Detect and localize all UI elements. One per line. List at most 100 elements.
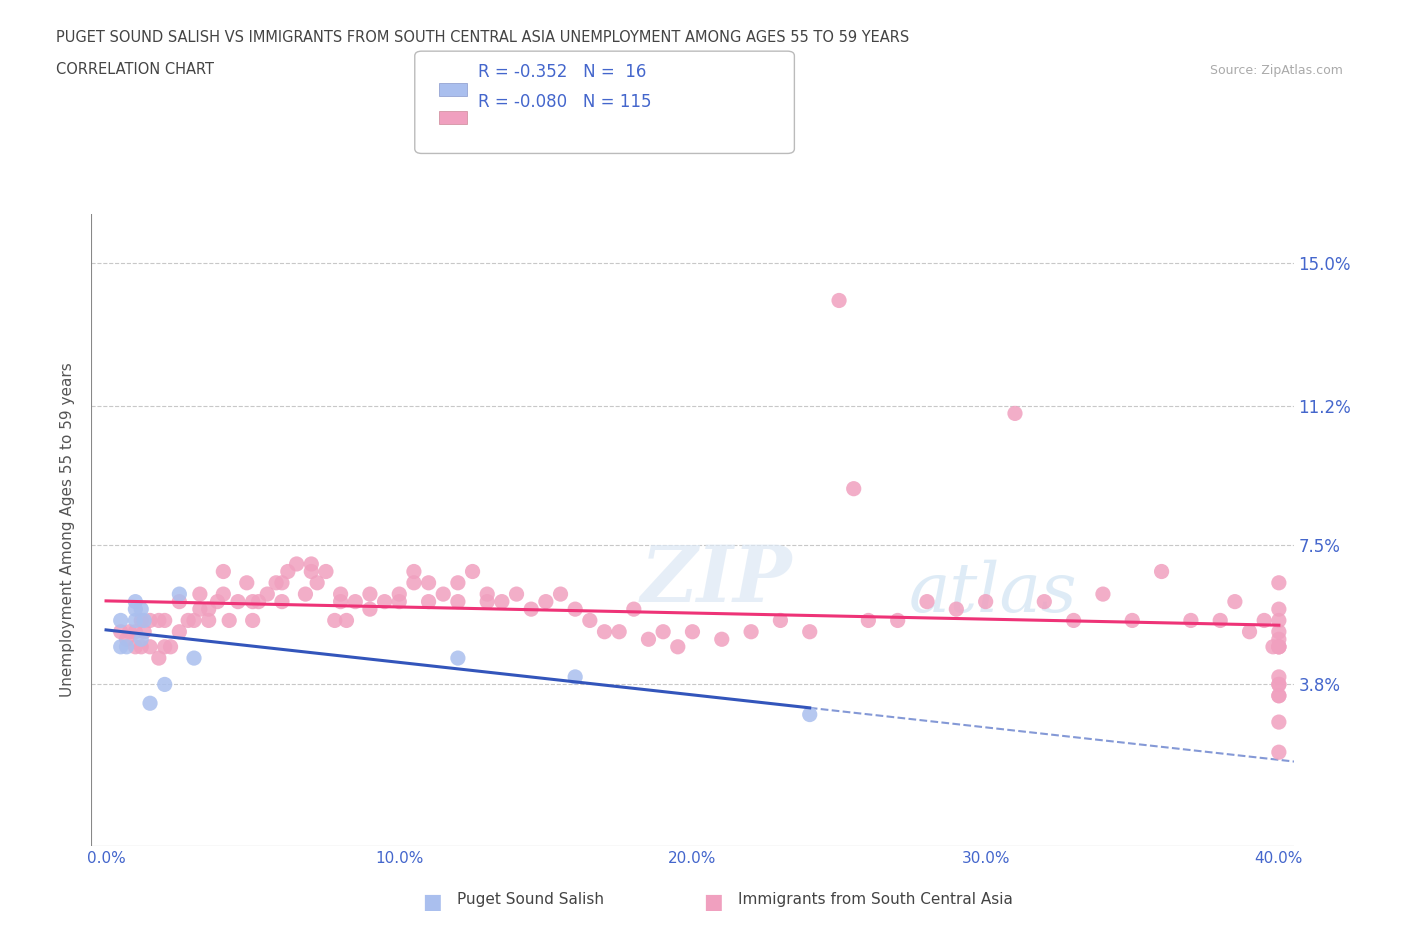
Point bbox=[1091, 587, 1114, 602]
Point bbox=[329, 587, 352, 602]
Point bbox=[447, 576, 470, 591]
Point bbox=[1268, 631, 1291, 646]
Point bbox=[432, 587, 454, 602]
Point bbox=[344, 594, 367, 609]
Point bbox=[550, 587, 572, 602]
Text: CORRELATION CHART: CORRELATION CHART bbox=[56, 62, 214, 77]
Point bbox=[271, 576, 294, 591]
Point bbox=[242, 613, 264, 628]
Point bbox=[242, 594, 264, 609]
Point bbox=[1004, 406, 1026, 421]
Point bbox=[169, 624, 191, 639]
Point bbox=[1033, 594, 1056, 609]
Point bbox=[153, 639, 176, 654]
Point bbox=[388, 587, 411, 602]
Point bbox=[1268, 670, 1291, 684]
Point bbox=[1268, 613, 1291, 628]
Point bbox=[1150, 565, 1173, 579]
Point bbox=[139, 613, 162, 628]
Point bbox=[134, 613, 156, 628]
Point bbox=[799, 624, 821, 639]
Point bbox=[207, 594, 229, 609]
Point bbox=[520, 602, 543, 617]
Point bbox=[858, 613, 880, 628]
Point bbox=[1268, 639, 1291, 654]
Point bbox=[1268, 576, 1291, 591]
Point bbox=[477, 587, 499, 602]
Text: ZIP: ZIP bbox=[641, 542, 793, 619]
Point bbox=[169, 587, 191, 602]
Point bbox=[226, 594, 249, 609]
Point bbox=[188, 587, 211, 602]
Point bbox=[1121, 613, 1143, 628]
Point bbox=[1063, 613, 1085, 628]
Point bbox=[915, 594, 938, 609]
Point bbox=[1268, 688, 1291, 703]
Point bbox=[1268, 677, 1291, 692]
Point bbox=[607, 624, 630, 639]
Point bbox=[974, 594, 997, 609]
Point bbox=[335, 613, 357, 628]
Point bbox=[285, 556, 308, 571]
Point bbox=[110, 639, 132, 654]
Point bbox=[177, 613, 200, 628]
Point bbox=[1261, 639, 1284, 654]
Point bbox=[505, 587, 527, 602]
Y-axis label: Unemployment Among Ages 55 to 59 years: Unemployment Among Ages 55 to 59 years bbox=[60, 363, 76, 698]
Point bbox=[418, 576, 440, 591]
Point bbox=[740, 624, 762, 639]
Point bbox=[115, 639, 138, 654]
Point bbox=[359, 602, 381, 617]
Text: Immigrants from South Central Asia: Immigrants from South Central Asia bbox=[738, 892, 1014, 907]
Text: PUGET SOUND SALISH VS IMMIGRANTS FROM SOUTH CENTRAL ASIA UNEMPLOYMENT AMONG AGES: PUGET SOUND SALISH VS IMMIGRANTS FROM SO… bbox=[56, 30, 910, 45]
Point bbox=[769, 613, 792, 628]
Point bbox=[188, 602, 211, 617]
Point bbox=[652, 624, 675, 639]
Point bbox=[1223, 594, 1246, 609]
Point bbox=[1253, 613, 1275, 628]
Point bbox=[666, 639, 689, 654]
Point bbox=[129, 602, 152, 617]
Point bbox=[153, 613, 176, 628]
Point bbox=[148, 651, 170, 666]
Point bbox=[1268, 745, 1291, 760]
Point bbox=[1268, 639, 1291, 654]
Point bbox=[294, 587, 316, 602]
Point bbox=[124, 602, 146, 617]
Point bbox=[124, 624, 146, 639]
Point bbox=[277, 565, 299, 579]
Point bbox=[842, 481, 865, 496]
Point bbox=[139, 639, 162, 654]
Point bbox=[1209, 613, 1232, 628]
Point bbox=[299, 565, 322, 579]
Point bbox=[247, 594, 270, 609]
Point bbox=[579, 613, 602, 628]
Point bbox=[886, 613, 908, 628]
Point bbox=[1268, 688, 1291, 703]
Point bbox=[1239, 624, 1261, 639]
Point bbox=[374, 594, 396, 609]
Point bbox=[197, 613, 219, 628]
Point bbox=[1268, 602, 1291, 617]
Point bbox=[799, 707, 821, 722]
Point bbox=[124, 639, 146, 654]
Point bbox=[534, 594, 557, 609]
Point bbox=[129, 613, 152, 628]
Point bbox=[1268, 714, 1291, 729]
Text: Puget Sound Salish: Puget Sound Salish bbox=[457, 892, 605, 907]
Point bbox=[110, 613, 132, 628]
Point bbox=[264, 576, 287, 591]
Point bbox=[491, 594, 513, 609]
Text: atlas: atlas bbox=[908, 560, 1077, 627]
Point bbox=[183, 613, 205, 628]
Point bbox=[681, 624, 703, 639]
Point bbox=[148, 613, 170, 628]
Point bbox=[623, 602, 645, 617]
Point bbox=[110, 624, 132, 639]
Point bbox=[1268, 677, 1291, 692]
Point bbox=[477, 594, 499, 609]
Point bbox=[271, 594, 294, 609]
Point bbox=[115, 631, 138, 646]
Point bbox=[139, 696, 162, 711]
Text: Source: ZipAtlas.com: Source: ZipAtlas.com bbox=[1209, 64, 1343, 77]
